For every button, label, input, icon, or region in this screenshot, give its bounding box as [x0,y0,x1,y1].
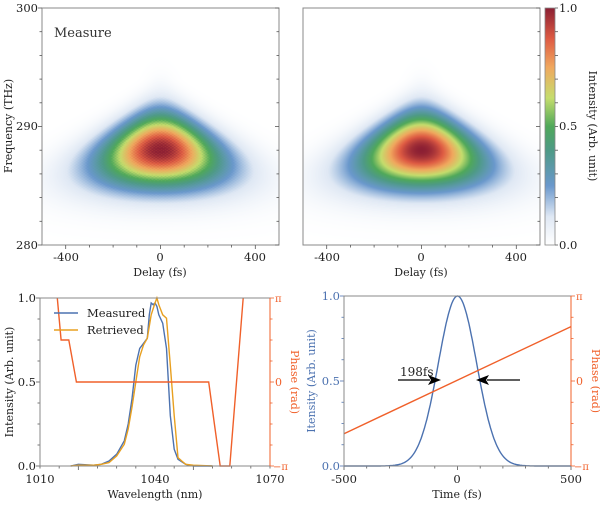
series-intensity [344,295,571,467]
y2label-phase: Phase (rad) [288,350,301,414]
ytick-05: 0.5 [322,374,340,388]
heatmap-retrieved: -400 0 400 Delay (fs) [302,7,541,279]
y2label-phase: Phase (rad) [589,349,600,413]
ytick-05: 0.5 [18,375,36,389]
colorbar-tick-05: 0.5 [559,119,577,133]
ytick-1: 1.0 [18,291,36,305]
legend-retrieved-label: Retrieved [87,323,144,337]
heatmap-measured-ticks [38,7,279,249]
xtick-0: 0 [417,250,424,264]
xtick-400: 400 [244,250,266,264]
temporal-ticks [340,295,575,470]
y2tick-mpi: −π [273,462,288,473]
temporal-frame [343,295,572,467]
colorbar-gradient [544,7,556,246]
colorbar-label: Intensity (Arb. unit) [586,71,599,182]
ytick-0: 0.0 [18,459,36,473]
xtick-1040: 1040 [140,472,169,486]
xlabel-time: Time (fs) [432,488,482,501]
series-phase [343,325,572,435]
xtick-m500: -500 [331,472,357,486]
colorbar-ticks [555,7,558,246]
xtick-1070: 1070 [255,472,284,486]
xtick-400: 400 [505,250,527,264]
temporal-lines [343,295,572,467]
spectrum-ticks [36,297,274,470]
heatmap-measured: Measure 300 290 280 -400 0 400 Delay (fs… [2,1,280,279]
heatmap-measured-image [42,8,279,245]
ytick-300: 300 [16,1,38,15]
series-retrieved [70,295,213,467]
xtick-m400: -400 [53,250,79,264]
legend: Measured Retrieved [54,306,146,337]
ytick-290: 290 [16,119,38,133]
spectrum-plot: 1.0 0.5 0.0 1010 1040 1070 Wavelength (n… [3,291,301,501]
fwhm-label: 198fs [400,365,434,379]
heatmap-retrieved-image [303,8,540,245]
y2tick-0: 0 [275,376,282,389]
ylabel-frequency: Frequency (THz) [2,79,15,173]
ytick-1: 1.0 [322,289,340,303]
spectrum-lines [56,295,244,467]
xtick-0: 0 [156,250,163,264]
xlabel-wavelength: Wavelength (nm) [108,488,203,501]
fwhm-arrow-left-head [428,375,441,385]
colorbar-tick-1: 1.0 [559,1,577,15]
ylabel-intensity: Itensity (Arb. unit) [305,329,318,433]
xtick-1010: 1010 [25,472,54,486]
y2tick-pi: π [576,292,583,303]
ytick-280: 280 [16,238,38,252]
legend-measured-label: Measured [87,306,146,320]
heatmap-retrieved-ticks [326,7,540,249]
xlabel-delay: Delay (fs) [133,266,186,279]
y2tick-mpi: −π [574,462,589,473]
colorbar: 1.0 0.5 0.0 Intensity (Arb. unit) [544,1,599,252]
fwhm-annotation: 198fs [398,365,520,385]
ylabel-intensity: Intensity (Arb. unit) [3,327,16,438]
fwhm-arrow-right-head [476,375,489,385]
measure-annotation: Measure [54,26,112,41]
xtick-m400: -400 [314,250,340,264]
y2tick-pi: π [275,294,282,305]
xtick-0: 0 [453,472,460,486]
y2tick-0: 0 [576,375,583,388]
series-measured [70,301,213,467]
xtick-500: 500 [560,472,582,486]
temporal-plot: 1.0 0.5 0.0 -500 0 500 Time (fs) Itensit… [305,289,600,501]
xlabel-delay: Delay (fs) [394,266,447,279]
ytick-0: 0.0 [322,459,340,473]
colorbar-tick-0: 0.0 [559,238,577,252]
